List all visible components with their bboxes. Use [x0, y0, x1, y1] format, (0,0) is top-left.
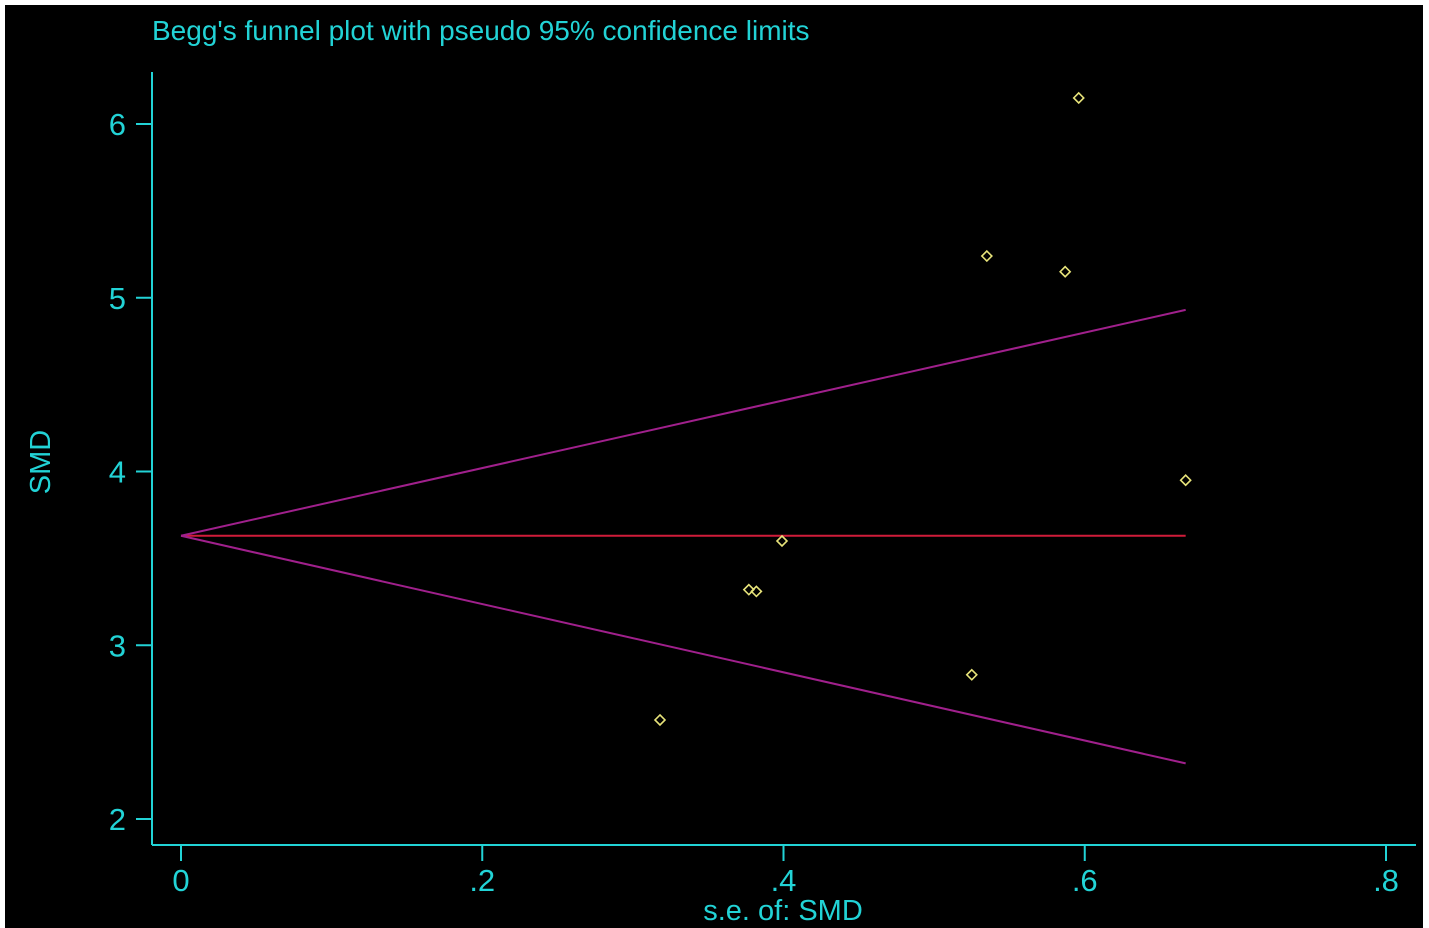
x-tick-label: .8: [1373, 863, 1399, 898]
x-tick-label: .4: [771, 863, 797, 898]
study-point: [980, 249, 993, 263]
study-point: [775, 534, 789, 548]
y-tick-label: 5: [109, 281, 126, 316]
x-tick-label: 0: [172, 863, 189, 898]
study-point: [1072, 91, 1085, 105]
x-axis-label: s.e. of: SMD: [703, 895, 863, 927]
y-tick-label: 2: [109, 802, 126, 837]
lower-confidence-limit: [180, 534, 1186, 765]
x-tick-label: .2: [469, 863, 495, 898]
study-point: [742, 583, 755, 596]
x-axis-ticks: 0 .2 .4 .6 .8: [172, 845, 1399, 898]
study-point: [965, 668, 978, 681]
y-tick-label: 4: [109, 455, 126, 490]
y-axis-label: SMD: [25, 430, 57, 494]
y-axis-ticks: 2 3 4 5 6: [109, 107, 152, 837]
study-point: [1179, 474, 1192, 487]
chart-title: Begg's funnel plot with pseudo 95% confi…: [152, 15, 810, 46]
study-points: [653, 91, 1192, 727]
x-tick-label: .6: [1072, 863, 1098, 898]
plot-panel: [5, 5, 1423, 928]
y-tick-label: 3: [109, 628, 126, 663]
funnel-lines: [180, 308, 1186, 765]
study-point: [653, 713, 667, 727]
study-point: [1059, 265, 1072, 278]
y-tick-label: 6: [109, 107, 126, 142]
upper-confidence-limit: [180, 308, 1186, 537]
study-point: [750, 585, 763, 598]
